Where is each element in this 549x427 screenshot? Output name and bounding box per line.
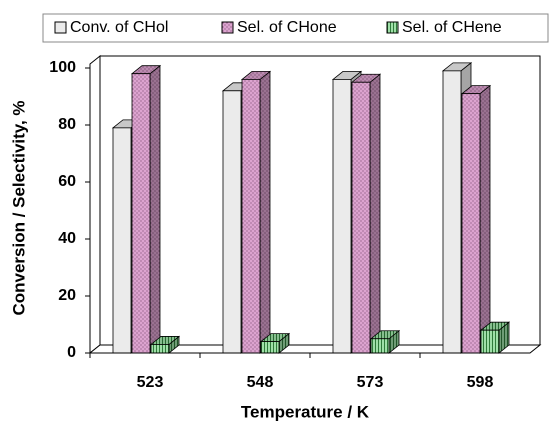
bar [241,79,261,354]
legend-swatch [221,21,234,34]
bar [480,329,500,354]
legend-label: Conv. of CHol [70,19,168,36]
y-tick-label: 100 [49,59,76,76]
y-tick-label: 40 [58,230,76,247]
x-tick-label: 523 [137,374,164,391]
bar [150,344,170,354]
bar [351,81,371,354]
bar [131,73,151,354]
x-tick-label: 598 [467,374,494,391]
bar-side [149,64,161,354]
y-tick-label: 0 [67,344,76,361]
x-tick-label: 573 [357,374,384,391]
bar [112,127,132,354]
bar [260,341,280,354]
bar-side [369,73,381,354]
side-wall [89,54,101,355]
x-axis-title: Temperature / K [241,402,370,421]
y-tick-label: 80 [58,116,76,133]
y-axis-title: Conversion / Selectivity, % [9,100,28,315]
bar [332,79,352,354]
legend-label: Sel. of CHene [402,19,502,36]
legend-swatch [386,21,399,34]
bar [461,93,481,354]
bar [222,90,242,354]
x-tick-label: 548 [247,374,274,391]
bar-side [479,84,491,354]
y-tick-label: 60 [58,173,76,190]
bar-side [259,70,271,354]
legend-swatch [54,21,67,34]
legend-box [42,13,549,43]
bar [370,338,390,354]
legend-label: Sel. of CHone [237,19,337,36]
bar [442,70,462,354]
y-tick-label: 20 [58,287,76,304]
